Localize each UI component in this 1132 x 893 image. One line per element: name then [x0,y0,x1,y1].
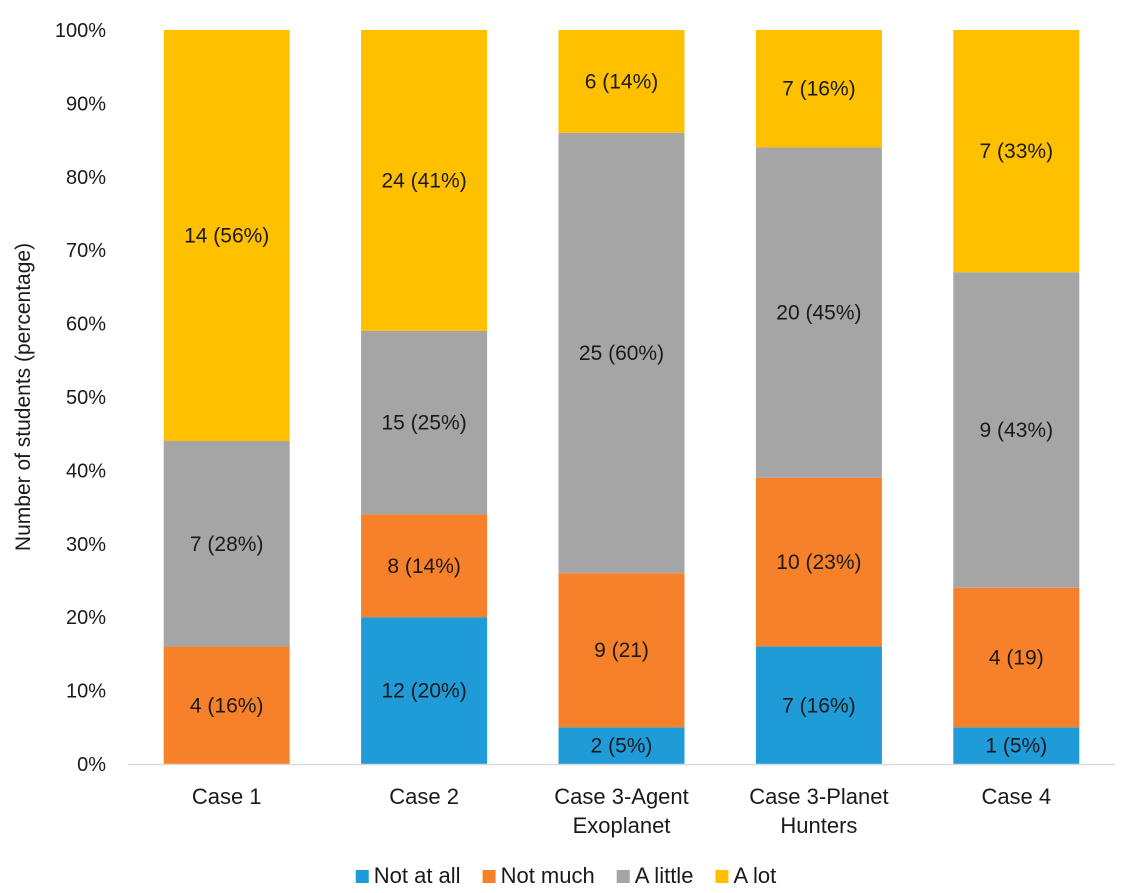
legend-label: A little [635,863,694,888]
y-tick-label: 40% [66,460,106,482]
data-label: 12 (20%) [381,680,466,703]
data-label: 14 (56%) [184,225,269,248]
data-label: 9 (43%) [980,419,1054,442]
legend-swatch-a-little [616,870,630,883]
y-tick-label: 70% [66,240,106,262]
bar-segment-a-little [163,441,290,647]
data-label: 2 (5%) [591,735,653,758]
bar-segment-a-lot [163,30,290,442]
x-category-label: Case 3-Agent [554,784,689,809]
data-label: 4 (16%) [190,694,264,717]
y-tick-label: 60% [66,314,106,336]
bar-segment-a-little [755,147,882,478]
y-tick-label: 0% [77,754,106,776]
data-label: 20 (45%) [776,302,861,325]
x-category-label: Case 3-Planet [749,784,888,809]
bar-segment-not-much [163,646,290,764]
data-label: 7 (16%) [782,694,856,717]
legend-swatch-not-much [482,870,496,883]
legend-swatch-a-lot [715,870,729,883]
bar-segment-not-at-all [558,727,685,764]
bar-segment-not-much [361,514,488,618]
bar-segment-not-at-all [953,727,1080,764]
data-label: 7 (33%) [980,140,1054,163]
bar-segment-not-much [558,573,685,728]
y-tick-label: 10% [66,681,106,703]
legend-label: A lot [733,863,776,888]
legend-swatch-not-at-all [355,870,369,883]
bar-segment-a-lot [755,30,882,148]
data-label: 6 (14%) [585,70,659,93]
legend: Not at all Not much A little A lot [355,863,776,888]
bar-segment-not-at-all [755,646,882,764]
bar-segment-a-lot [558,30,685,133]
y-tick-label: 20% [66,607,106,629]
bar-segment-a-lot [361,30,488,331]
data-label: 24 (41%) [381,169,466,192]
data-label: 7 (16%) [782,78,856,101]
legend-label: Not much [501,863,595,888]
y-tick-label: 50% [66,387,106,409]
y-tick-label: 30% [66,534,106,556]
data-label: 7 (28%) [190,533,264,556]
data-label: 1 (5%) [985,735,1047,758]
bar-segment-a-little [953,272,1080,588]
y-axis-title: Number of students (percentage) [12,243,35,551]
x-category-label: Case 1 [192,784,262,809]
y-tick-label: 100% [55,20,106,42]
x-category-label: Exoplanet [573,813,671,838]
y-tick-labels: 0% 10% 20% 30% 40% 50% 60% 70% 80% 90% 100% [55,20,106,776]
data-label: 15 (25%) [381,412,466,435]
bars [163,30,1080,764]
y-tick-label: 80% [66,167,106,189]
data-label: 10 (23%) [776,551,861,574]
data-label: 25 (60%) [579,342,664,365]
data-label: 4 (19) [989,647,1044,670]
bar-segment-a-lot [953,30,1080,273]
bar-segment-not-much [953,587,1080,728]
x-category-label: Case 4 [981,784,1051,809]
category-labels: Case 1 Case 2 Case 3-Agent Exoplanet Case 3-… [192,784,1051,838]
data-label: 9 (21) [594,639,649,662]
legend-label: Not at all [374,863,461,888]
x-category-label: Case 2 [389,784,459,809]
bar-segment-not-at-all [361,617,488,764]
bar-segment-a-little [558,132,685,574]
bar-segment-a-little [361,330,488,515]
data-labels: 4 (16%) 7 (28%) 14 (56%) 12 (20%) 8 (14%) 15 … [184,70,1053,757]
y-tick-label: 90% [66,93,106,115]
data-label: 8 (14%) [387,555,461,578]
x-category-label: Hunters [780,813,857,838]
bar-segment-not-much [755,477,882,647]
y-axis-title-layer: Number of students (percentage) [12,243,35,551]
